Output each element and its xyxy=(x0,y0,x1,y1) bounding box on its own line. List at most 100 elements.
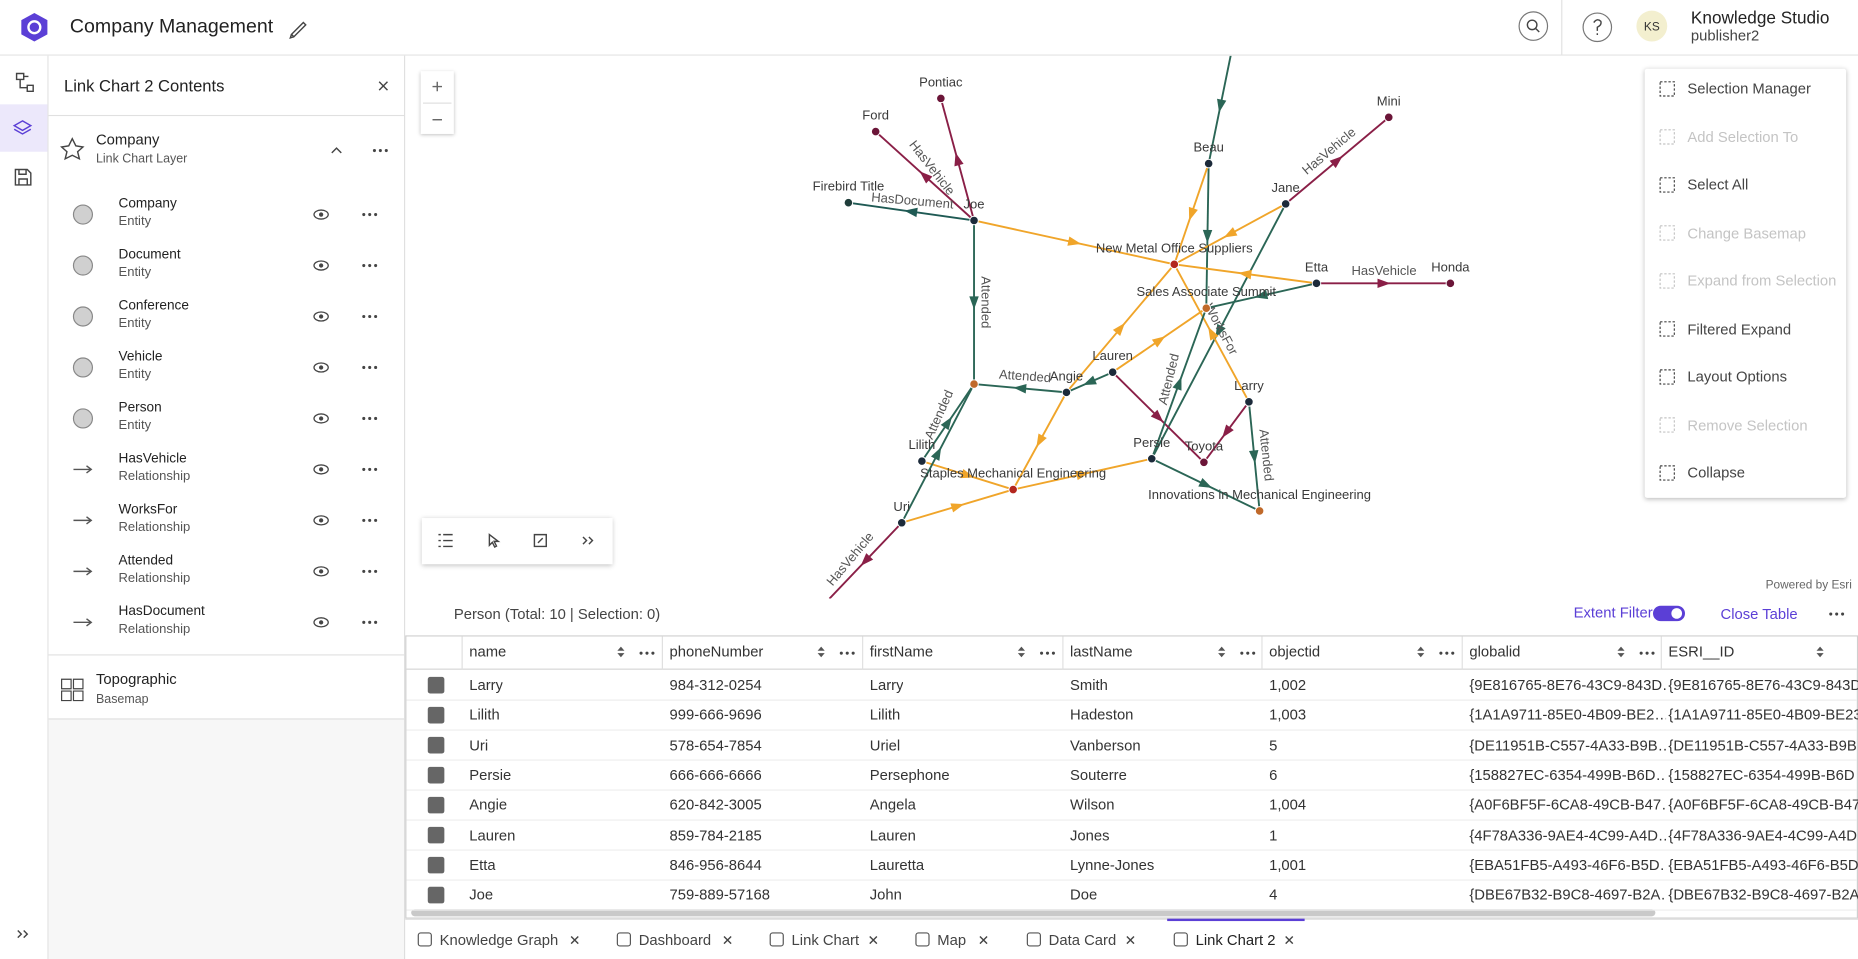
node-label: Sales Associate Summit xyxy=(1136,284,1276,299)
table-cell: Angela xyxy=(869,796,916,814)
edge-arrow xyxy=(1208,326,1219,341)
table-cell: Uri xyxy=(469,736,489,754)
column-header[interactable]: objectid xyxy=(1269,643,1321,661)
edge-label: Attended xyxy=(978,276,993,328)
table-cell: John xyxy=(869,886,902,904)
table-cell: 578-654-7854 xyxy=(669,736,762,754)
scrollbar[interactable] xyxy=(411,909,1656,917)
table-cell: Souterre xyxy=(1070,766,1127,784)
tab[interactable]: Link Chart 2 xyxy=(1195,931,1276,949)
table-cell: {1A1A9711-85E0-4B09-BE2… xyxy=(1469,706,1667,724)
edge-arrow xyxy=(1075,470,1090,481)
node[interactable] xyxy=(897,518,907,528)
basemap-name: Topographic xyxy=(95,670,177,688)
tab[interactable]: Link Chart xyxy=(791,931,860,949)
node[interactable] xyxy=(1169,259,1180,270)
tab[interactable]: Data Card xyxy=(1048,931,1117,949)
node[interactable] xyxy=(1203,158,1214,169)
node[interactable] xyxy=(1244,397,1254,407)
node[interactable] xyxy=(1280,199,1291,209)
edge-arrow xyxy=(1112,322,1125,336)
node[interactable] xyxy=(1008,484,1018,495)
table-cell: Wilson xyxy=(1070,796,1115,814)
node-label: Persie xyxy=(1133,435,1170,450)
edge-arrow xyxy=(1238,269,1252,280)
node[interactable] xyxy=(870,126,881,137)
menu-item: Remove Selection xyxy=(1687,416,1808,434)
menu-panel xyxy=(1644,68,1847,498)
zoom-box xyxy=(420,71,454,134)
node[interactable] xyxy=(1254,506,1265,516)
table-cell: Joe xyxy=(469,886,494,904)
table-cell: 1,003 xyxy=(1269,706,1307,724)
table-cell: 5 xyxy=(1269,736,1278,754)
node[interactable] xyxy=(1201,303,1212,313)
column-header[interactable]: phoneNumber xyxy=(669,643,764,661)
edge-arrow xyxy=(1223,227,1238,238)
table-cell: 620-842-3005 xyxy=(669,796,762,814)
column-header[interactable]: name xyxy=(469,643,507,661)
menu-item[interactable]: Selection Manager xyxy=(1687,80,1811,98)
edge-arrow xyxy=(1188,206,1198,221)
node[interactable] xyxy=(1445,278,1456,289)
table-cell: {DBE67B32-B9C8-4697-B2A… xyxy=(1469,886,1667,904)
column-header[interactable]: firstName xyxy=(869,643,934,661)
edge-arrow xyxy=(950,503,965,513)
edge-arrow xyxy=(1083,375,1097,386)
table-bar xyxy=(405,598,1858,636)
node-label: Ford xyxy=(862,108,889,123)
edge-arrow xyxy=(860,553,874,566)
menu-item[interactable]: Collapse xyxy=(1687,464,1746,482)
node[interactable] xyxy=(969,215,979,226)
node-label: Angie xyxy=(1050,368,1083,383)
node-label: Larry xyxy=(1234,378,1264,393)
close-table[interactable]: Close Table xyxy=(1720,605,1798,623)
edge-arrow xyxy=(1377,278,1391,289)
table-cell: {9E816765-8E76-43C9-843D xyxy=(1668,676,1858,694)
node[interactable] xyxy=(1061,387,1072,398)
item-type: Entity xyxy=(118,214,152,229)
basemap-type: Basemap xyxy=(95,692,149,707)
item-name: WorksFor xyxy=(118,502,178,517)
menu-item[interactable]: Filtered Expand xyxy=(1687,320,1792,338)
table-cell: Hadeston xyxy=(1070,706,1134,724)
node[interactable] xyxy=(936,93,946,104)
node[interactable] xyxy=(1311,278,1322,289)
edge-arrow xyxy=(960,469,975,479)
node[interactable] xyxy=(1199,457,1209,468)
tab[interactable]: Map xyxy=(937,931,967,949)
node[interactable] xyxy=(843,197,854,208)
menu-item[interactable]: Layout Options xyxy=(1687,368,1788,386)
table-cell: {EBA51FB5-A493-46F6-B5D xyxy=(1668,856,1858,874)
node-label: Beau xyxy=(1193,140,1223,155)
menu-item[interactable]: Select All xyxy=(1687,176,1749,194)
node[interactable] xyxy=(917,456,927,466)
table-cell: Smith xyxy=(1070,676,1108,694)
tab[interactable]: Knowledge Graph xyxy=(439,931,559,949)
basemap-block xyxy=(48,655,405,720)
node-label: Etta xyxy=(1305,259,1329,274)
extent-filter: Extent Filter xyxy=(1573,604,1653,622)
top-bar xyxy=(0,0,1858,56)
table-cell: {9E816765-8E76-43C9-843D… xyxy=(1469,676,1667,694)
edge-arrow xyxy=(1172,376,1182,391)
node-label: Staples Mechanical Engineering xyxy=(920,466,1106,481)
node[interactable] xyxy=(969,379,979,389)
table-cell: Larry xyxy=(869,676,904,694)
node-label: New Metal Office Suppliers xyxy=(1096,240,1253,255)
column-header[interactable]: ESRI__ID xyxy=(1668,643,1735,661)
table-cell: Larry xyxy=(469,676,503,694)
node[interactable] xyxy=(1107,367,1118,377)
table-caption: Person (Total: 10 | Selection: 0) xyxy=(453,605,661,623)
link-chart: HasVehicleHasDocumentAttendedHasVehicleH… xyxy=(813,55,1470,599)
column-header[interactable]: lastName xyxy=(1070,643,1133,661)
table-cell: 1,004 xyxy=(1269,796,1307,814)
tab[interactable]: Dashboard xyxy=(638,931,712,949)
node[interactable] xyxy=(1384,112,1394,123)
edge-arrow xyxy=(1248,450,1259,464)
node[interactable] xyxy=(1147,454,1157,464)
table-cell: {4F78A336-9AE4-4C99-A4D… xyxy=(1469,826,1667,844)
column-header[interactable]: globalid xyxy=(1469,643,1521,661)
table-cell: Angie xyxy=(469,796,508,814)
table-cell: {158827EC-6354-499B-B6D xyxy=(1668,766,1855,784)
